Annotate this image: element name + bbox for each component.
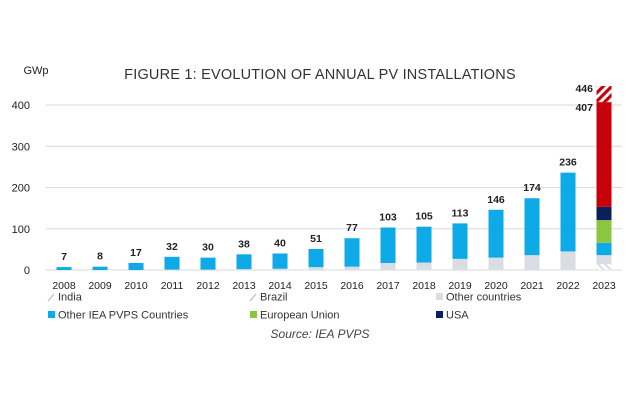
bar-2017-other-countries [380, 262, 396, 270]
data-label-2018: 105 [415, 211, 433, 223]
x-tick-2023: 2023 [592, 280, 616, 292]
bar-2009-other-iea-pvps-countries [92, 266, 108, 270]
x-tick-2018: 2018 [412, 280, 436, 292]
bar-2016-other-iea-pvps-countries [344, 238, 360, 267]
y-tick-100: 100 [12, 224, 30, 236]
bar-2023-brazil [596, 86, 612, 103]
bar-2023-usa [596, 206, 612, 221]
data-label-2010: 17 [130, 247, 142, 259]
bar-2019-other-countries [452, 258, 468, 270]
bar-2011-other-iea-pvps-countries [164, 256, 180, 270]
data-label-2015: 51 [310, 233, 322, 245]
legend-swatch-usa [436, 311, 443, 318]
x-tick-2016: 2016 [340, 280, 364, 292]
x-tick-2008: 2008 [52, 280, 76, 292]
bar-2023-india [596, 264, 612, 270]
data-label-2020: 146 [487, 194, 505, 206]
bar-2014-other-countries [272, 268, 288, 270]
legend-swatch-other-iea-pvps-countries [48, 311, 55, 318]
x-tick-2010: 2010 [124, 280, 148, 292]
data-label-2014: 40 [274, 238, 286, 250]
source-note: Source: IEA PVPS [271, 327, 370, 341]
data-label-2016: 77 [346, 222, 358, 234]
legend-label-other-countries: Other countries [446, 292, 522, 304]
bar-2020-other-iea-pvps-countries [488, 209, 504, 258]
bar-2023-european-union [596, 220, 612, 243]
x-tick-2019: 2019 [448, 280, 472, 292]
bar-2022-other-iea-pvps-countries [560, 172, 576, 252]
legend: India Brazil Other countries Other IEA PVPS… [47, 292, 522, 322]
legend-swatch-india [47, 293, 55, 302]
bar-2013-other-countries [236, 269, 252, 270]
x-tick-2022: 2022 [556, 280, 580, 292]
bar-2019-other-iea-pvps-countries [452, 223, 468, 259]
data-label-2019: 113 [452, 207, 469, 219]
bar-2023-china [596, 102, 612, 207]
data-label-2022: 236 [559, 157, 577, 169]
data-label-2017: 103 [379, 212, 397, 224]
y-tick-200: 200 [12, 183, 30, 195]
data-label-2013: 38 [238, 238, 250, 250]
x-tick-2013: 2013 [232, 280, 256, 292]
bars [56, 86, 612, 270]
x-tick-2021: 2021 [520, 280, 544, 292]
bar-2013-other-iea-pvps-countries [236, 254, 252, 270]
chart-title: FIGURE 1: EVOLUTION OF ANNUAL PV INSTALL… [124, 67, 516, 83]
legend-swatch-other-countries [436, 293, 443, 300]
legend-label-usa: USA [446, 310, 469, 322]
legend-swatch-brazil [249, 293, 257, 302]
data-label-2008: 7 [61, 251, 67, 263]
bar-2016-other-countries [344, 266, 360, 270]
data-label-2009: 8 [97, 251, 103, 263]
bar-2023-other-iea-pvps-countries [596, 242, 612, 256]
x-tick-2020: 2020 [484, 280, 508, 292]
bar-2017-other-iea-pvps-countries [380, 227, 396, 263]
x-tick-2014: 2014 [268, 280, 292, 292]
legend-swatch-european-union [250, 311, 257, 318]
bar-2008-other-iea-pvps-countries [56, 267, 72, 270]
legend-label-other-iea-pvps-countries: Other IEA PVPS Countries [58, 310, 189, 322]
data-label-2012: 30 [202, 242, 214, 254]
legend-label-india: India [58, 292, 83, 304]
x-tick-labels: 2008 2009 2010 2011 2012 2013 2014 2015 2016 2017… [52, 280, 616, 292]
bar-2021-other-iea-pvps-countries [524, 198, 540, 256]
bar-2022-other-countries [560, 251, 576, 270]
bar-2020-other-countries [488, 257, 504, 270]
bar-2015-other-iea-pvps-countries [308, 248, 324, 268]
y-tick-400: 400 [12, 100, 30, 112]
bar-2010-other-iea-pvps-countries [128, 262, 144, 270]
data-label-2023-upper: 446 [575, 83, 593, 95]
data-label-2021: 174 [523, 182, 541, 194]
bar-2021-other-countries [524, 255, 540, 270]
legend-label-european-union: European Union [260, 310, 340, 322]
bar-2018-other-iea-pvps-countries [416, 226, 432, 263]
x-tick-2015: 2015 [304, 280, 328, 292]
x-tick-2017: 2017 [376, 280, 400, 292]
bar-2023-other-countries [596, 255, 612, 265]
data-labels: 7 8 17 32 30 38 40 51 77 103 105 113 146 174 236 407 446 [61, 83, 593, 263]
data-label-2011: 32 [166, 241, 178, 253]
bar-2018-other-countries [416, 262, 432, 270]
x-tick-2012: 2012 [196, 280, 220, 292]
x-tick-2011: 2011 [161, 280, 184, 292]
y-axis-unit: GWp [23, 65, 48, 77]
bar-2014-other-iea-pvps-countries [272, 253, 288, 269]
y-tick-labels: 0 100 200 300 400 [12, 100, 30, 277]
bar-2015-other-countries [308, 267, 324, 270]
data-label-2023: 407 [575, 102, 593, 114]
x-tick-2009: 2009 [88, 280, 112, 292]
legend-label-brazil: Brazil [260, 292, 288, 304]
y-tick-300: 300 [12, 141, 30, 153]
bar-2012-other-iea-pvps-countries [200, 257, 216, 270]
y-tick-0: 0 [24, 265, 30, 277]
